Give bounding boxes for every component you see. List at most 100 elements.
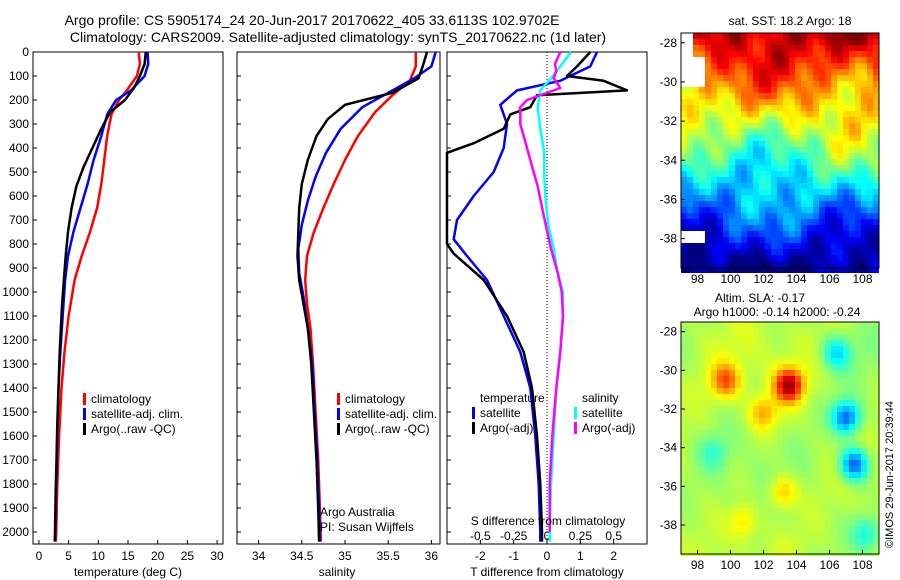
- depth-tick-label: 1700: [2, 453, 29, 467]
- sst-cell: [693, 189, 699, 195]
- sst-cell: [813, 159, 819, 165]
- sla-cell: [741, 424, 747, 430]
- sst-cell: [723, 105, 729, 111]
- sst-cell: [777, 39, 783, 45]
- sla-cell: [765, 382, 771, 388]
- sst-cell: [813, 267, 819, 273]
- sst-cell: [723, 237, 729, 243]
- x-tick-label: 35: [338, 549, 352, 563]
- sla-cell: [825, 472, 831, 478]
- sst-cell: [765, 243, 771, 249]
- sla-cell: [717, 454, 723, 460]
- sst-cell: [873, 213, 879, 219]
- sla-cell: [765, 424, 771, 430]
- sla-cell: [843, 550, 849, 556]
- top-x-tick-label: -0.5: [470, 529, 491, 543]
- map-x-tick-label: 102: [753, 558, 773, 572]
- sla-cell: [753, 424, 759, 430]
- sst-cell: [819, 123, 825, 129]
- sla-cell: [783, 328, 789, 334]
- sst-cell: [765, 105, 771, 111]
- sla-cell: [867, 436, 873, 442]
- sst-cell: [789, 81, 795, 87]
- sla-cell: [771, 376, 777, 382]
- sst-cell: [705, 45, 711, 51]
- sla-cell: [741, 346, 747, 352]
- sst-cell: [771, 105, 777, 111]
- sla-cell: [849, 412, 855, 418]
- sla-cell: [807, 520, 813, 526]
- sla-cell: [699, 406, 705, 412]
- x-tick-label: 34: [252, 549, 266, 563]
- sla-cell: [687, 406, 693, 412]
- sla-cell: [711, 424, 717, 430]
- sst-cell: [741, 39, 747, 45]
- sst-cell: [807, 255, 813, 261]
- map-y-tick-label: -28: [660, 36, 678, 50]
- sla-cell: [819, 544, 825, 550]
- sla-cell: [729, 544, 735, 550]
- sla-cell: [717, 334, 723, 340]
- sla-cell: [795, 514, 801, 520]
- sla-cell: [711, 448, 717, 454]
- sst-cell: [723, 81, 729, 87]
- sla-cell: [783, 520, 789, 526]
- salinity-frame: [236, 51, 441, 545]
- sla-cell: [825, 550, 831, 556]
- sst-cell: [873, 141, 879, 147]
- sst-cell: [849, 177, 855, 183]
- sla-cell: [813, 484, 819, 490]
- sst-cell: [777, 255, 783, 261]
- sla-cell: [795, 418, 801, 424]
- sla-cell: [759, 370, 765, 376]
- sst-cell: [825, 195, 831, 201]
- sst-cell: [795, 129, 801, 135]
- sst-cell: [861, 171, 867, 177]
- sla-cell: [861, 406, 867, 412]
- sst-cell: [873, 189, 879, 195]
- sst-cell: [747, 63, 753, 69]
- sla-cell: [849, 394, 855, 400]
- sla-cell: [783, 376, 789, 382]
- sla-cell: [705, 538, 711, 544]
- sla-cell: [849, 382, 855, 388]
- sla-cell: [717, 394, 723, 400]
- sst-cell: [735, 183, 741, 189]
- sst-cell: [825, 237, 831, 243]
- sst-cell: [843, 81, 849, 87]
- sst-cell: [855, 111, 861, 117]
- sst-cell: [873, 39, 879, 45]
- sst-cell: [693, 75, 699, 81]
- sla-cell: [813, 364, 819, 370]
- sst-cell: [819, 267, 825, 273]
- sst-cell: [717, 57, 723, 63]
- sst-cell: [795, 195, 801, 201]
- sst-cell: [717, 75, 723, 81]
- x-tick-label: 30: [210, 549, 224, 563]
- sst-cell: [753, 261, 759, 267]
- sst-cell: [795, 231, 801, 237]
- sst-axes: 98 100 102 104 106 108-38-36-34-32-30-28: [660, 36, 873, 286]
- sla-cell: [843, 346, 849, 352]
- sst-cell: [855, 87, 861, 93]
- sla-cell: [699, 388, 705, 394]
- sst-cell: [699, 267, 705, 273]
- sla-cell: [855, 364, 861, 370]
- sla-cell: [759, 424, 765, 430]
- sla-cell: [873, 370, 879, 376]
- sst-cell: [807, 93, 813, 99]
- sst-cell: [747, 195, 753, 201]
- sst-cell: [873, 255, 879, 261]
- sst-cell: [687, 255, 693, 261]
- sst-cell: [813, 255, 819, 261]
- sla-cell: [753, 460, 759, 466]
- map-y-tick-label: -32: [660, 402, 678, 416]
- sla-cell: [849, 490, 855, 496]
- sla-cell: [801, 382, 807, 388]
- sla-cell: [693, 514, 699, 520]
- sst-cell: [687, 153, 693, 159]
- sst-cell: [837, 237, 843, 243]
- sla-cell: [729, 412, 735, 418]
- sla-cell: [837, 412, 843, 418]
- sla-cell: [873, 448, 879, 454]
